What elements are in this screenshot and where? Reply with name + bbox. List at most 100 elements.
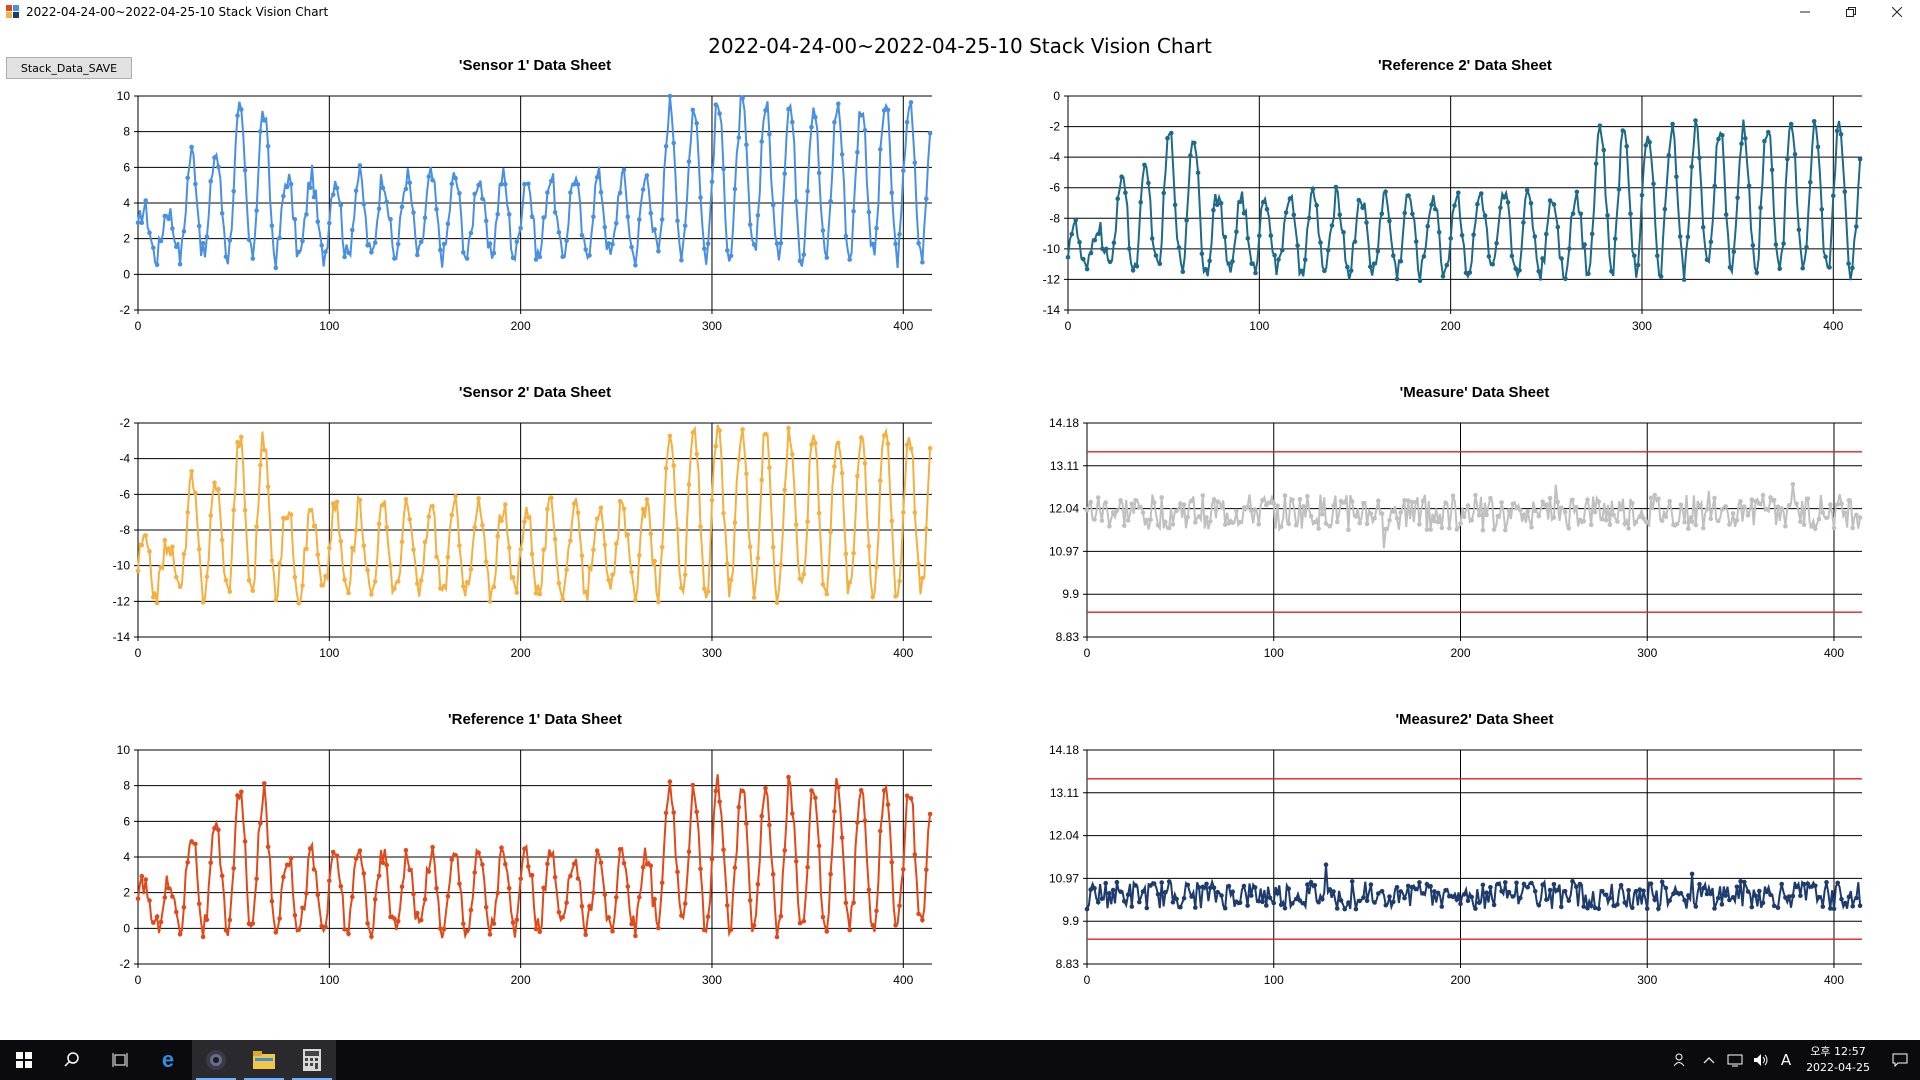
- calculator-icon[interactable]: [288, 1040, 336, 1080]
- data-point: [786, 774, 791, 780]
- data-point: [445, 221, 451, 227]
- ime-icon[interactable]: A: [1774, 1040, 1798, 1080]
- data-point: [441, 241, 447, 247]
- data-point: [361, 543, 367, 548]
- y-tick-label: 13.11: [1050, 786, 1079, 800]
- data-point: [629, 569, 634, 575]
- data-point: [770, 545, 776, 550]
- data-point: [231, 507, 236, 513]
- data-point: [1659, 518, 1665, 523]
- data-point: [1697, 155, 1702, 161]
- data-point: [1798, 519, 1803, 524]
- data-point: [1562, 888, 1568, 894]
- data-point: [503, 181, 508, 187]
- data-point: [751, 923, 757, 928]
- data-point: [1119, 174, 1124, 179]
- data-point: [927, 811, 933, 817]
- x-tick-label: 200: [1450, 646, 1470, 660]
- close-icon[interactable]: [1874, 0, 1920, 24]
- data-point: [1193, 520, 1198, 525]
- data-point: [292, 574, 298, 580]
- data-point: [1689, 871, 1695, 877]
- data-point: [1835, 880, 1840, 886]
- data-point: [1480, 527, 1486, 533]
- x-tick-label: 200: [511, 319, 531, 333]
- data-point: [1249, 893, 1254, 898]
- data-point: [602, 224, 608, 230]
- data-point: [323, 573, 328, 579]
- data-point: [545, 190, 550, 195]
- data-point: [1544, 502, 1549, 507]
- notification-icon[interactable]: [1880, 1040, 1920, 1080]
- data-point: [1260, 498, 1265, 503]
- network-icon[interactable]: [1722, 1040, 1748, 1080]
- data-point: [583, 589, 588, 595]
- data-point: [1804, 244, 1809, 250]
- camera-app-icon[interactable]: [192, 1040, 240, 1080]
- data-point: [1207, 258, 1212, 264]
- y-tick-label: 2: [123, 232, 130, 246]
- data-point: [556, 580, 562, 586]
- data-point: [552, 537, 558, 542]
- windows-start-icon[interactable]: [0, 1040, 48, 1080]
- data-point: [1088, 250, 1094, 256]
- data-point: [1402, 498, 1407, 503]
- data-point: [549, 178, 554, 184]
- data-point: [438, 247, 443, 253]
- search-icon[interactable]: [48, 1040, 96, 1080]
- data-point: [1768, 892, 1773, 898]
- data-point: [617, 847, 623, 852]
- data-point: [770, 872, 776, 877]
- data-point: [365, 921, 370, 926]
- data-point: [242, 839, 248, 844]
- data-point: [1639, 192, 1645, 198]
- data-point: [1720, 133, 1725, 138]
- chevron-up-icon[interactable]: [1696, 1040, 1722, 1080]
- data-point: [778, 562, 784, 568]
- data-point: [1323, 862, 1329, 867]
- stack-data-save-button[interactable]: Stack_Data_SAVE: [6, 57, 132, 79]
- restore-icon[interactable]: [1828, 0, 1874, 24]
- data-point: [1409, 884, 1415, 890]
- data-point: [472, 524, 478, 530]
- data-point: [594, 175, 600, 180]
- data-point: [1256, 898, 1262, 904]
- y-tick-label: 2: [123, 886, 130, 900]
- data-point: [885, 107, 891, 113]
- data-point: [1122, 523, 1127, 528]
- minimize-icon[interactable]: [1782, 0, 1828, 24]
- data-point: [537, 591, 543, 597]
- data-point: [591, 214, 596, 220]
- data-point: [893, 594, 898, 599]
- edge-icon[interactable]: e: [144, 1040, 192, 1080]
- data-point: [1656, 906, 1661, 912]
- data-point: [174, 244, 179, 249]
- data-point: [281, 515, 286, 521]
- volume-icon[interactable]: [1748, 1040, 1774, 1080]
- data-point: [1578, 211, 1584, 217]
- data-point: [778, 240, 784, 246]
- data-point: [170, 544, 175, 549]
- task-view-icon[interactable]: [96, 1040, 144, 1080]
- data-point: [231, 866, 236, 871]
- data-point: [1450, 493, 1456, 499]
- people-icon[interactable]: [1666, 1040, 1696, 1080]
- file-explorer-icon[interactable]: [240, 1040, 288, 1080]
- clock[interactable]: 오후 12:57 2022-04-25: [1806, 1044, 1870, 1076]
- data-point: [235, 113, 240, 118]
- data-point: [269, 223, 275, 229]
- data-point: [1648, 881, 1654, 886]
- data-point: [1823, 254, 1828, 260]
- data-point: [908, 100, 914, 105]
- data-point: [663, 466, 669, 471]
- data-point: [139, 873, 145, 879]
- data-point: [1184, 218, 1189, 223]
- data-point: [1712, 495, 1717, 501]
- data-point: [1193, 905, 1198, 910]
- data-point: [1211, 207, 1216, 213]
- chart-title: 'Reference 2' Data Sheet: [1378, 57, 1552, 74]
- data-point: [1084, 266, 1090, 272]
- data-point: [231, 189, 236, 194]
- data-point: [782, 171, 787, 176]
- data-point: [1796, 227, 1802, 233]
